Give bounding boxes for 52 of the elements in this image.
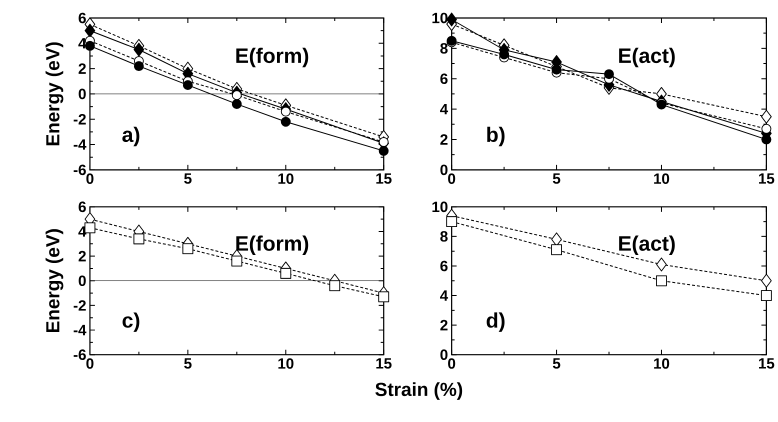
y-tick-label: 4 (440, 104, 448, 114)
y-tick-label: 6 (440, 74, 448, 84)
y-tick-label: -4 (74, 140, 86, 150)
x-tick-label: 15 (759, 174, 774, 184)
y-tick-label: -6 (74, 350, 86, 360)
y-tick-label: 10 (432, 202, 448, 212)
x-axis-title: Strain (%) (375, 382, 462, 400)
annotation: c) (122, 312, 140, 332)
x-tick-label: 10 (654, 358, 670, 369)
y-tick-label: 6 (440, 260, 448, 272)
y-tick-label: 0 (440, 350, 448, 360)
y-tick-label: 0 (78, 88, 86, 100)
y-tick-label: 0 (440, 164, 448, 176)
y-tick-label: 6 (78, 202, 86, 212)
y-tick-label: 8 (440, 231, 448, 242)
x-tick-label: 10 (278, 174, 294, 184)
y-tick-label: 2 (78, 251, 86, 262)
annotation: E(act) (619, 48, 675, 68)
x-tick-label: 0 (86, 174, 94, 184)
y-axis-title: Energy (eV) (46, 229, 64, 332)
x-tick-label: 0 (86, 358, 94, 369)
annotation: a) (122, 126, 140, 146)
x-tick-label: 5 (184, 174, 192, 184)
y-axis-title: Energy (eV) (46, 42, 64, 146)
x-tick-label: 5 (552, 174, 560, 184)
y-tick-label: 6 (78, 12, 86, 24)
y-tick-label: 2 (440, 134, 448, 145)
annotation: E(form) (236, 236, 308, 256)
y-tick-label: -2 (74, 300, 86, 311)
x-tick-label: 5 (184, 358, 192, 369)
y-tick-label: 0 (78, 276, 86, 286)
x-tick-label: 10 (654, 174, 670, 184)
y-tick-label: 2 (78, 64, 86, 74)
y-tick-label: -6 (74, 164, 86, 176)
y-tick-label: 2 (440, 320, 448, 331)
x-tick-label: 0 (448, 358, 456, 369)
annotation: E(form) (236, 48, 308, 68)
y-tick-label: -2 (74, 114, 86, 125)
annotation: E(act) (619, 236, 675, 256)
x-tick-label: 15 (376, 174, 392, 184)
x-tick-label: 10 (278, 358, 294, 369)
y-tick-label: 4 (78, 38, 86, 49)
x-tick-label: 15 (759, 358, 774, 369)
y-tick-label: 10 (432, 12, 448, 24)
y-tick-label: 4 (440, 290, 448, 301)
annotation: d) (486, 312, 505, 332)
y-tick-label: 8 (440, 43, 448, 54)
x-tick-label: 0 (448, 174, 456, 184)
x-tick-label: 15 (376, 358, 392, 369)
y-tick-label: -4 (74, 325, 86, 336)
x-tick-label: 5 (552, 358, 560, 369)
annotation: b) (487, 126, 505, 146)
